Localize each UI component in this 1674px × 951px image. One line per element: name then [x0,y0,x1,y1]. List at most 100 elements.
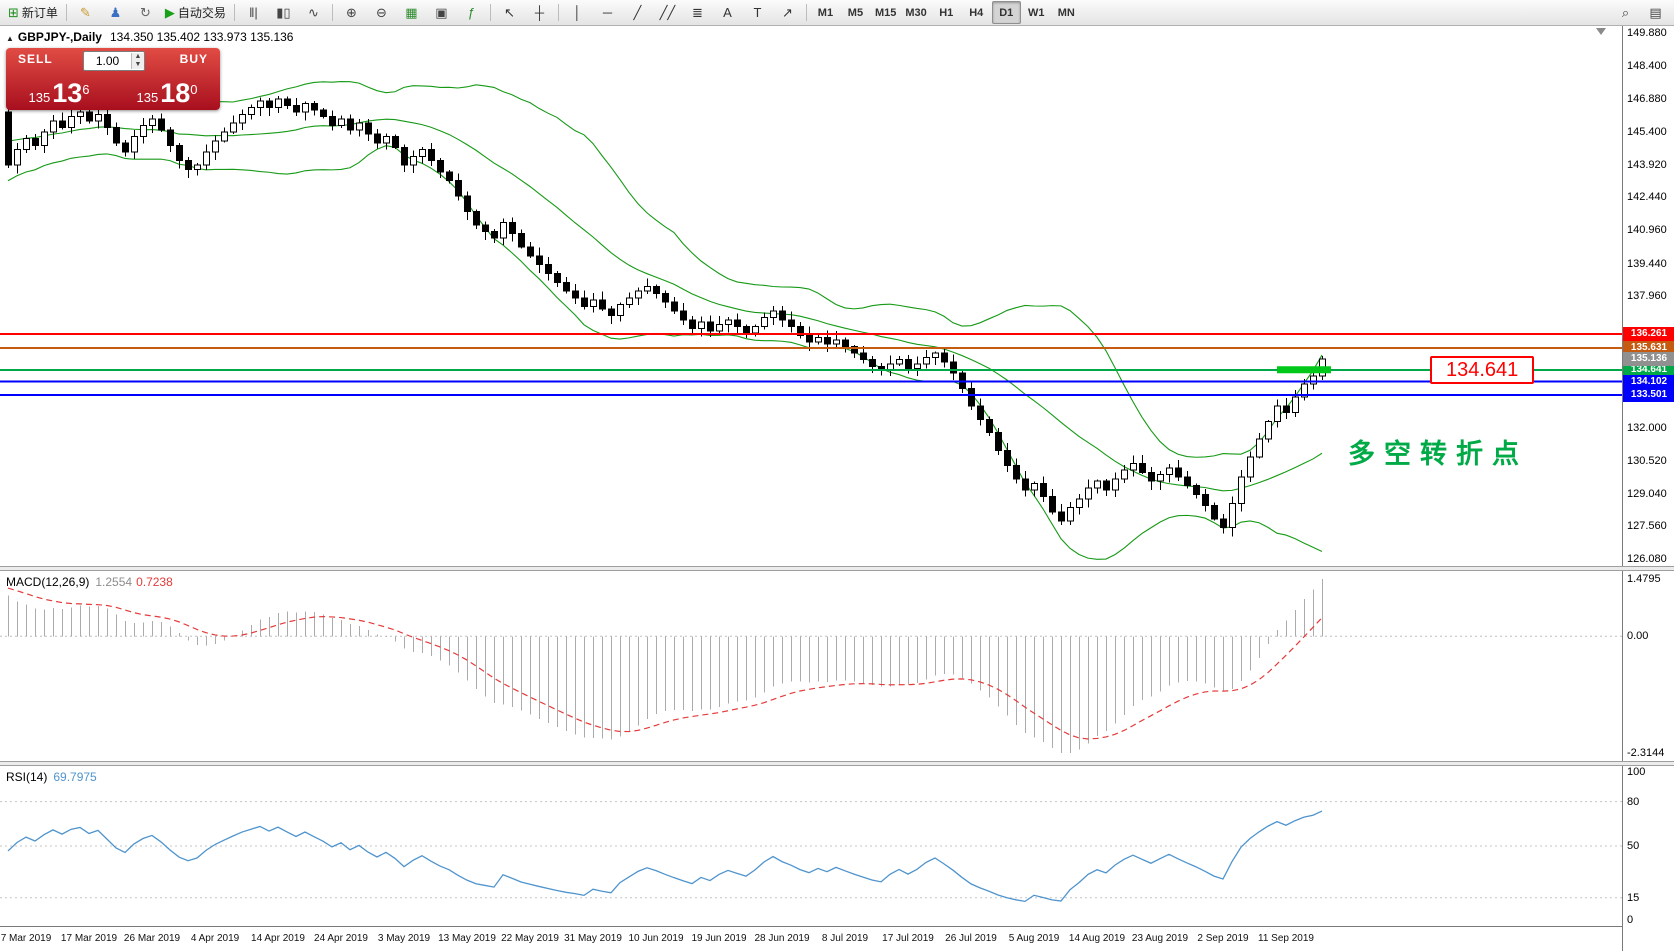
autotrading-button[interactable]: ▶ 自动交易 [161,1,230,24]
crosshair-icon: ┼ [534,5,545,20]
bar-chart-icon: ‖| [249,5,258,20]
bar-chart-button[interactable]: ‖| [239,1,268,24]
indicators-button[interactable]: ƒ [457,1,486,24]
axis-label: 127.560 [1627,520,1667,533]
text-button[interactable]: A [713,1,742,24]
toolbar-separator [489,4,491,21]
axis-label: 146.880 [1627,93,1667,106]
volume-field[interactable]: 1.00 ▲ ▼ [83,51,145,71]
zoom-in-button[interactable]: ⊕ [337,1,366,24]
collapse-icon[interactable]: ▲ [6,34,14,43]
timeframe-mn-button[interactable]: MN [1052,1,1081,24]
axis-label: 126.080 [1627,553,1667,565]
date-label: 14 Apr 2019 [251,933,305,944]
channel-button[interactable]: ╱╱ [653,1,682,24]
toolbar-separator [805,4,807,21]
rsi-pane[interactable]: RSI(14) 69.7975 [0,766,1622,926]
date-label: 17 Jul 2019 [882,933,934,944]
cursor-button[interactable]: ↖ [495,1,524,24]
timeframe-w1-button[interactable]: W1 [1022,1,1051,24]
chart-shift-marker[interactable] [1596,28,1606,35]
timeframe-m5-button[interactable]: M5 [841,1,870,24]
axis-label: 129.040 [1627,487,1667,500]
toolbar-group: ✎ ♟ ↻ ▶ 自动交易 [71,1,230,24]
pane-splitter[interactable] [0,566,1674,571]
axis-label: 148.400 [1627,59,1667,72]
grid-button[interactable]: ▦ [397,1,426,24]
line-chart-icon: ∿ [307,5,319,20]
price-tag: 135.631 [1623,340,1674,355]
price-annotation-box[interactable]: 134.641 [1430,355,1535,384]
timeframe-h1-button[interactable]: H1 [932,1,961,24]
turning-point-annotation[interactable]: 多空转折点 [1348,439,1528,469]
price-axis[interactable]: 149.880 148.400 146.880 145.400 143.920 142.4… [1622,26,1674,951]
volume-up-button[interactable]: ▲ [132,53,144,61]
timeframe-m30-button-label: M30 [905,6,927,19]
refresh-button[interactable]: ↻ [131,1,160,24]
toolbar-separator [65,4,67,21]
autotrading-button-label: 自动交易 [177,6,226,20]
toolbar-separator [557,4,559,21]
macd-pane[interactable]: MACD(12,26,9) 1.2554 0.7238 [0,571,1622,761]
axis-label: 140.960 [1627,224,1667,237]
macd-label: MACD(12,26,9) 1.2554 0.7238 [6,575,173,589]
date-label: 26 Mar 2019 [123,933,181,944]
tile-windows-button[interactable]: ▣ [427,1,456,24]
price-tag: 134.641 [1623,362,1674,377]
toolbar-group: ↖ ┼ [495,1,554,24]
date-label: 17 Mar 2019 [60,933,118,944]
vertical-line-button[interactable]: │ [563,1,592,24]
data-window-icon: ▤ [1649,5,1662,20]
time-axis[interactable]: 7 Mar 2019 17 Mar 2019 26 Mar 2019 4 Apr 20… [0,926,1622,951]
timeframe-m1-button[interactable]: M1 [811,1,840,24]
horizontal-line-button[interactable]: ─ [593,1,622,24]
fibonacci-button[interactable]: ≣ [683,1,712,24]
buy-button[interactable]: BUY 135180 [114,48,220,110]
one-click-trading-panel: SELL 135136 BUY 135180 1.00 ▲ ▼ [6,48,220,110]
main-chart-canvas[interactable] [0,26,1622,566]
timeframe-m30-button[interactable]: M30 [901,1,930,24]
axis-label: 137.960 [1627,290,1667,303]
price-tag: 135.136 [1623,351,1674,366]
metaeditor-icon: ✎ [79,5,91,20]
timeframe-m5-button-label: M5 [847,6,864,19]
pane-splitter[interactable] [0,761,1674,766]
navigator-button[interactable]: ♟ [101,1,130,24]
sell-label: SELL [18,52,53,66]
navigator-icon: ♟ [109,5,122,20]
volume-spinner: ▲ ▼ [131,53,144,69]
line-chart-button[interactable]: ∿ [299,1,328,24]
date-label: 31 May 2019 [564,933,622,944]
volume-down-button[interactable]: ▼ [132,61,144,69]
candlestick-chart-button[interactable]: ▮▯ [269,1,298,24]
price-tag: 134.102 [1623,374,1674,389]
text-label-button[interactable]: T [743,1,772,24]
search-button[interactable]: ⌕ [1611,1,1640,24]
data-window-button[interactable]: ▤ [1641,1,1670,24]
macd-canvas[interactable] [0,571,1622,761]
axis-label: 145.400 [1627,126,1667,138]
chart-title: ▲ GBPJPY-,Daily 134.350 135.402 133.973 13… [6,30,293,44]
trendline-icon: ╱ [633,5,642,20]
axis-label: 149.880 [1627,27,1667,39]
axis-label: -2.3144 [1627,747,1665,759]
date-label: 4 Apr 2019 [190,933,240,944]
timeframe-h4-button[interactable]: H4 [962,1,991,24]
metaeditor-button[interactable]: ✎ [71,1,100,24]
date-label: 23 Aug 2019 [1131,933,1189,944]
timeframe-d1-button[interactable]: D1 [991,1,1021,24]
crosshair-button[interactable]: ┼ [525,1,554,24]
trendline-button[interactable]: ╱ [623,1,652,24]
axis-label: 100 [1627,766,1646,778]
toolbar-separator [331,4,333,21]
timeframe-m15-button[interactable]: M15 [871,1,900,24]
buy-label: BUY [179,52,208,66]
new-order-button[interactable]: ⊞ 新订单 [4,1,62,24]
axis-label: 80 [1627,795,1640,808]
rsi-canvas[interactable] [0,766,1622,926]
zoom-out-button[interactable]: ⊖ [367,1,396,24]
sell-button[interactable]: SELL 135136 [6,48,112,110]
main-chart-pane[interactable]: ▲ GBPJPY-,Daily 134.350 135.402 133.973 13… [0,26,1622,566]
arrows-button[interactable]: ↗ [773,1,802,24]
